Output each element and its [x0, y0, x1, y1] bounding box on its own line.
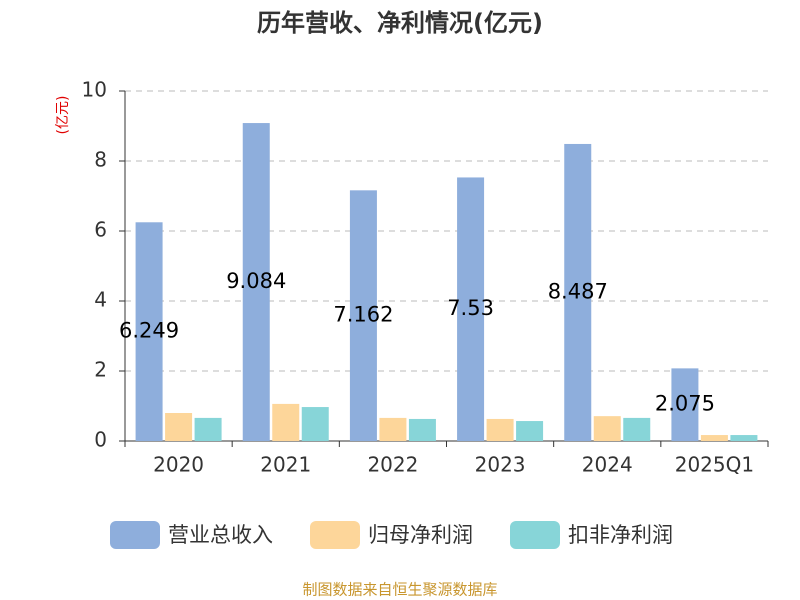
legend-label: 营业总收入: [168, 523, 273, 547]
data-label: 8.487: [548, 279, 608, 303]
x-tick-label: 2025Q1: [675, 453, 754, 477]
y-tick-label: 4: [94, 288, 107, 312]
y-tick-label: 10: [82, 78, 107, 102]
bar: [301, 407, 329, 441]
y-tick-label: 8: [94, 148, 107, 172]
legend-swatch: [310, 521, 360, 549]
bar: [730, 435, 758, 441]
chart-title: 历年营收、净利情况(亿元): [257, 9, 543, 37]
legend-label: 扣非净利润: [568, 523, 673, 547]
bar: [349, 190, 377, 441]
bar: [486, 418, 514, 441]
data-label: 9.084: [226, 269, 286, 293]
x-tick-label: 2021: [260, 453, 311, 477]
bar: [242, 123, 270, 441]
y-tick-label: 6: [94, 218, 107, 242]
y-tick-label: 0: [94, 428, 107, 452]
bar: [564, 143, 592, 441]
source: 制图数据来自恒生聚源数据库: [302, 581, 497, 599]
bar: [272, 403, 300, 441]
bar: [516, 421, 544, 441]
data-label: 7.162: [333, 303, 393, 327]
x-tick-label: 2024: [582, 453, 633, 477]
bar: [671, 368, 699, 441]
bar: [379, 417, 407, 441]
bar: [623, 417, 651, 441]
bar: [700, 435, 728, 441]
data-label: 2.075: [655, 392, 715, 416]
legend-swatch: [510, 521, 560, 549]
bar: [457, 177, 485, 441]
bar: [135, 222, 163, 441]
data-label: 6.249: [119, 319, 179, 343]
bar: [165, 413, 193, 441]
y-tick-label: 2: [94, 358, 107, 382]
legend-label: 归母净利润: [368, 523, 473, 547]
x-tick-label: 2023: [475, 453, 526, 477]
bar: [194, 417, 222, 441]
bar: [593, 416, 621, 441]
bar: [408, 418, 436, 441]
x-tick-label: 2022: [367, 453, 418, 477]
x-tick-label: 2020: [153, 453, 204, 477]
data-label: 7.53: [447, 296, 494, 320]
y-axis-label: (亿元): [55, 96, 71, 135]
legend-swatch: [110, 521, 160, 549]
